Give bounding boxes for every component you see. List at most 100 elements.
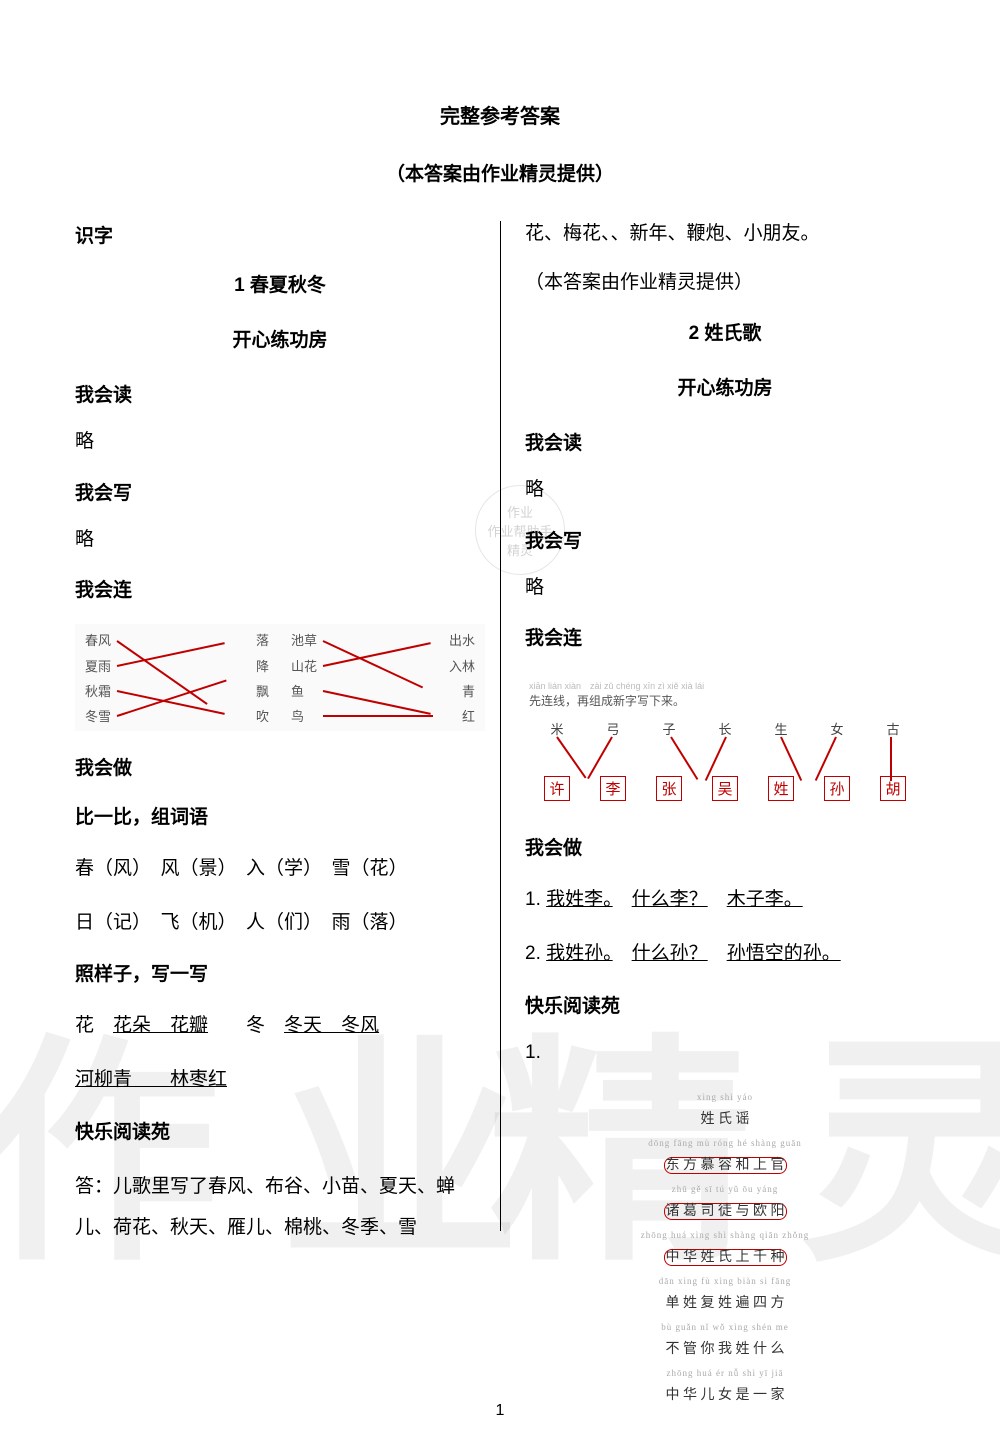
chapter-title: 1 春夏秋冬 xyxy=(75,270,485,297)
heading-do: 我会做 xyxy=(75,753,485,780)
body-text: 河柳青 林枣红 xyxy=(75,1062,485,1098)
text: 2. xyxy=(525,943,546,964)
body-text: 略 xyxy=(525,575,925,602)
surname-top: 弓 xyxy=(606,719,619,738)
poem-line: 不 管 你 我 姓 什 么 xyxy=(615,1336,835,1364)
surname-line xyxy=(587,737,613,780)
match-item: 出水 xyxy=(449,630,475,649)
text: 冬 xyxy=(208,1015,284,1036)
credit-text: （本答案由作业精灵提供） xyxy=(525,270,925,297)
surname-line xyxy=(780,737,802,781)
underlined-text: 什么李？ xyxy=(632,889,708,910)
underlined-text: 我姓李。 xyxy=(546,889,613,910)
heading-read: 我会读 xyxy=(525,428,925,455)
page-subtitle: （本答案由作业精灵提供） xyxy=(75,159,925,186)
body-text: 1. xyxy=(525,1040,925,1067)
pinyin: zhū gě sī tú yǔ ōu yáng xyxy=(615,1180,835,1198)
practice-title: 开心练功房 xyxy=(75,325,485,352)
match-item: 春风 xyxy=(85,630,111,649)
poem-line: 中 华 儿 女 是 一 家 xyxy=(615,1382,835,1410)
body-text: 略 xyxy=(75,429,485,456)
match-item: 落 xyxy=(256,630,269,649)
match-item: 鸟 xyxy=(291,706,317,725)
match-line xyxy=(323,715,433,717)
underlined-text: 孙悟空的孙。 xyxy=(727,943,841,964)
column-divider xyxy=(500,221,501,1231)
heading-connect: 我会连 xyxy=(525,623,925,650)
body-text: 略 xyxy=(525,477,925,504)
pinyin: zhōng huá ér nǚ shì yī jiā xyxy=(615,1364,835,1382)
heading-write: 我会写 xyxy=(75,478,485,505)
surname-bottom: 许 xyxy=(544,776,569,801)
underlined-text: 河柳青 林枣红 xyxy=(75,1069,227,1090)
surname-top: 子 xyxy=(662,719,675,738)
match-item: 飘 xyxy=(256,681,269,700)
surname-top: 长 xyxy=(718,719,731,738)
underlined-text: 什么孙？ xyxy=(632,943,708,964)
surname-line xyxy=(890,737,892,781)
surname-line xyxy=(815,737,837,781)
poem-line: 诸 葛 司 徒 与 欧 阳 xyxy=(615,1198,835,1226)
body-text: 花、梅花、、新年、鞭炮、小朋友。 xyxy=(525,221,925,248)
poem-box: xìng shì yáo 姓 氏 谣 dōng fāng mù róng hé … xyxy=(615,1088,835,1410)
underlined-text: 木子李。 xyxy=(727,889,803,910)
body-text: 日（记） 飞（机） 人（们） 雨（落） xyxy=(75,905,485,941)
heading-reading: 快乐阅读苑 xyxy=(525,991,925,1018)
body-text: 1. 我姓李。 什么李？ 木子李。 xyxy=(525,882,925,918)
match-item: 山花 xyxy=(291,656,317,675)
poem-line: 东 方 慕 容 和 上 官 xyxy=(615,1152,835,1180)
match-item: 青 xyxy=(449,681,475,700)
pinyin: dōng fāng mù róng hé shàng guān xyxy=(615,1134,835,1152)
body-text: 春（风） 风（景） 入（学） 雪（花） xyxy=(75,851,485,887)
surname-bottom: 李 xyxy=(600,776,625,801)
matching-diagram: 春风 夏雨 秋霜 冬雪 落 降 飘 吹 xyxy=(75,624,485,731)
pinyin: zhōng huá xìng shì shàng qiān zhǒng xyxy=(615,1226,835,1244)
match-line xyxy=(323,690,431,715)
surname-bottom: 孙 xyxy=(824,776,849,801)
match-item: 秋霜 xyxy=(85,681,111,700)
heading-connect: 我会连 xyxy=(75,575,485,602)
match-item: 入林 xyxy=(449,656,475,675)
poem-line: 中 华 姓 氏 上 千 种 xyxy=(615,1244,835,1272)
match-item: 吹 xyxy=(256,706,269,725)
surname-top: 女 xyxy=(830,719,843,738)
poem-title: 姓 氏 谣 xyxy=(615,1106,835,1134)
heading-example: 照样子，写一写 xyxy=(75,959,485,986)
pinyin: dān xìng fù xìng biàn sì fāng xyxy=(615,1272,835,1290)
text: 花 xyxy=(75,1015,113,1036)
underlined-text: 花朵 花瓣 xyxy=(113,1015,208,1036)
chapter-title: 2 姓氏歌 xyxy=(525,318,925,345)
text: 先连线，再组成新字写下来。 xyxy=(529,694,685,708)
body-text: 略 xyxy=(75,527,485,554)
underlined-text: 我姓孙。 xyxy=(546,943,613,964)
poem-line: 单 姓 复 姓 遍 四 方 xyxy=(615,1290,835,1318)
surname-diagram: xiān lián xiàn zài zǔ chéng xīn zì xiě x… xyxy=(525,672,925,811)
match-item: 降 xyxy=(256,656,269,675)
underlined-text: 冬天 冬风 xyxy=(284,1015,379,1036)
surname-bottom: 姓 xyxy=(768,776,793,801)
diagram-instruction: xiān lián xiàn zài zǔ chéng xīn zì xiě x… xyxy=(529,678,921,709)
match-group: 春风 夏雨 秋霜 冬雪 落 降 飘 吹 xyxy=(81,630,273,725)
match-line xyxy=(323,642,431,667)
heading-do: 我会做 xyxy=(525,833,925,860)
surname-bottom: 吴 xyxy=(712,776,737,801)
surname-line xyxy=(705,737,727,781)
pinyin: xìng shì yáo xyxy=(615,1088,835,1106)
match-line xyxy=(117,642,225,667)
text: 1. xyxy=(525,889,546,910)
right-column: 花、梅花、、新年、鞭炮、小朋友。 （本答案由作业精灵提供） 2 姓氏歌 开心练功… xyxy=(500,221,925,1410)
heading-read: 我会读 xyxy=(75,380,485,407)
body-text: 花 花朵 花瓣 冬 冬天 冬风 xyxy=(75,1008,485,1044)
surname-top: 古 xyxy=(886,719,899,738)
heading-compare: 比一比，组词语 xyxy=(75,802,485,829)
surname-line xyxy=(670,737,698,780)
match-item: 池草 xyxy=(291,630,317,649)
match-item: 冬雪 xyxy=(85,706,111,725)
left-column: 识字 1 春夏秋冬 开心练功房 我会读 略 我会写 略 我会连 春风 夏雨 秋霜 xyxy=(75,221,500,1410)
section-label: 识字 xyxy=(75,221,485,248)
surname-bottom: 张 xyxy=(656,776,681,801)
surname-line xyxy=(557,737,587,779)
match-item: 红 xyxy=(449,706,475,725)
surname-bottom: 胡 xyxy=(880,776,905,801)
practice-title: 开心练功房 xyxy=(525,373,925,400)
